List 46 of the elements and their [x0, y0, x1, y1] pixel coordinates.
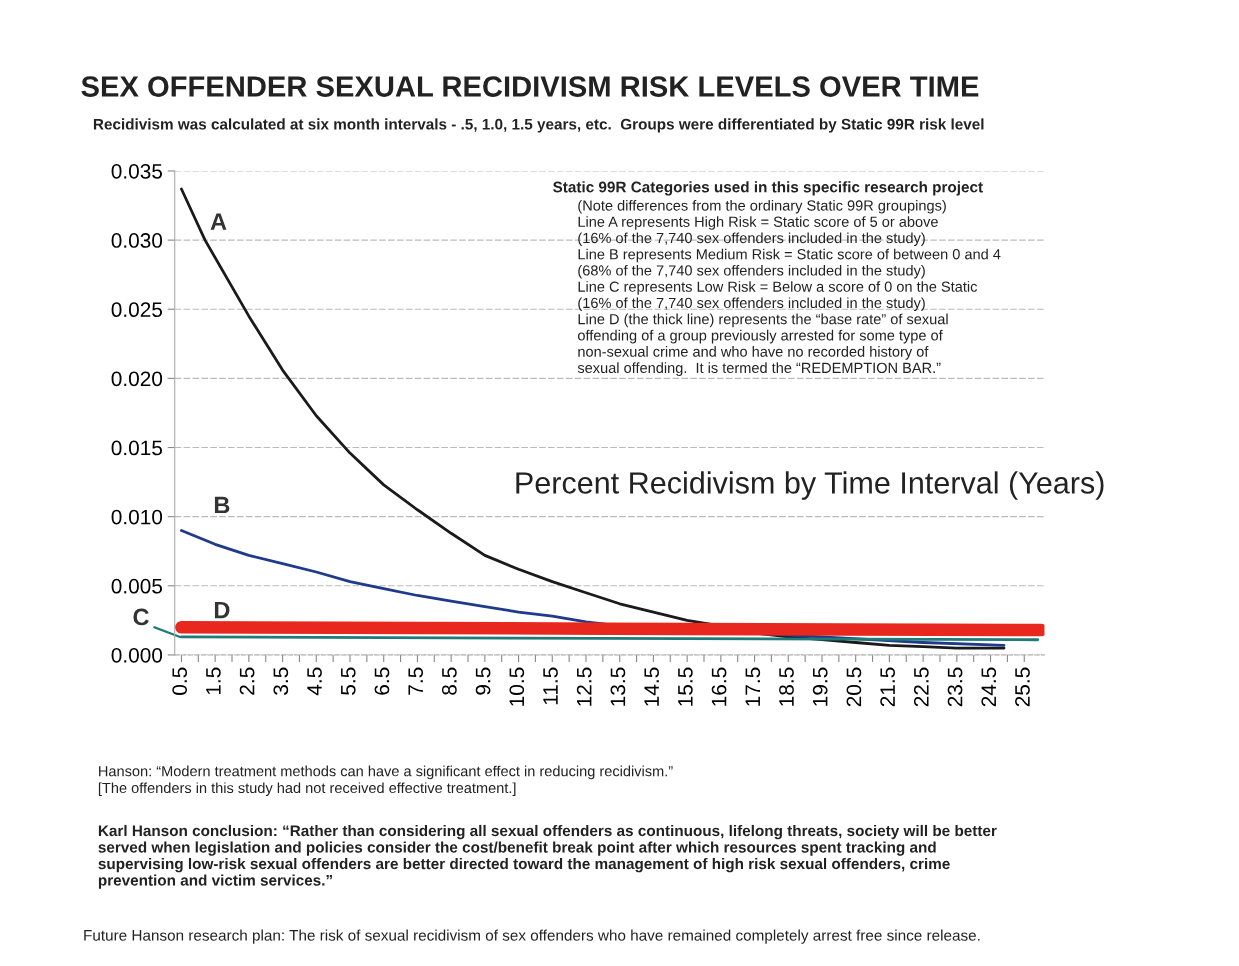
x-tick-label: 25.5: [1015, 667, 1030, 707]
legend-label: C: [133, 608, 149, 626]
x-tick-label: 23.5: [947, 667, 963, 707]
series-label: D: [214, 601, 230, 619]
x-tick-label: 6.5: [374, 667, 390, 695]
x-tick-label: 9.5: [475, 667, 491, 695]
text: Hanson: “Modern treatment methods can have a significant effect in reducing recidivism.” [The offenders in this study had not received effective treatment.]: [98, 765, 673, 796]
y-tick-label: 0.035: [111, 163, 163, 179]
x-tick-label: 10.5: [509, 667, 525, 706]
y-tick-label: 0.030: [111, 233, 163, 248]
x-tick-label: 16.5: [711, 667, 727, 706]
x-tick-label: 5.5: [341, 667, 356, 695]
annotation: Percent Recidivism by Time Interval (Years): [516, 471, 1104, 500]
x-tick-label: 8.5: [441, 667, 457, 695]
x-tick-label: 13.5: [610, 667, 626, 706]
x-tick-label: 2.5: [239, 667, 255, 695]
series-label: A: [210, 213, 227, 230]
x-tick-label: 0.5: [172, 667, 188, 695]
chart-title: SEX OFFENDER SEXUAL RECIDIVISM RISK LEVELS OVER TIME: [81, 76, 979, 97]
y-tick-label: 0.015: [111, 440, 163, 456]
text: Karl Hanson conclusion: “Rather than considering all sexual offenders as continuous, lifelong threats, society will be better served when legislation and policies consider the cost/benefit break point after which resources spent tracking and supervising low-risk sexual offenders are better directed toward the management of high risk sexual offenders, crime prevention and victim services.”: [98, 824, 997, 889]
annotation: Static 99R Categories used in this specific research project: [553, 181, 983, 196]
x-tick-label: 14.5: [644, 667, 660, 706]
x-tick-label: 22.5: [913, 667, 929, 707]
x-tick-label: 17.5: [745, 667, 761, 706]
x-tick-label: 15.5: [678, 667, 693, 706]
x-tick-label: 11.5: [543, 667, 558, 705]
series-label: B: [214, 496, 230, 514]
x-tick-label: 4.5: [307, 667, 322, 696]
y-tick-label: 0.010: [111, 509, 163, 525]
y-tick-label: 0.000: [111, 647, 163, 663]
y-tick-label: 0.005: [111, 578, 163, 594]
x-tick-label: 24.5: [981, 667, 997, 707]
x-tick-label: 20.5: [846, 667, 862, 707]
y-tick-label: 0.025: [111, 302, 163, 318]
x-tick-label: 18.5: [779, 667, 794, 706]
x-tick-label: 12.5: [576, 667, 592, 706]
x-tick-label: 19.5: [812, 667, 828, 706]
y-tick-label: 0.020: [111, 371, 163, 387]
x-tick-label: 1.5: [206, 667, 221, 695]
x-tick-label: 3.5: [273, 667, 289, 695]
chart-subtitle: Recidivism was calculated at six month intervals - .5, 1.0, 1.5 years, etc. Groups were differentiated by Static 99R risk level: [93, 118, 984, 133]
x-tick-label: 7.5: [408, 667, 424, 695]
text: Future Hanson research plan: The risk of sexual recidivism of sex offenders who have remained completely arrest free since release.: [84, 929, 980, 944]
x-tick-label: 21.5: [880, 667, 895, 707]
text: (Note differences from the ordinary Static 99R groupings) Line A represents High Risk = Static score of 5 or above (16% of the 7,740 sex offenders included in the study) Line B represents Medium Risk = Static score of between 0 and 4 (68% of the 7,740 sex offenders included in the study) Line C represents Low Risk = Below a score of 0 on the Static (16% of the 7,740 sex offenders included in the study) Line D (the thick line) represents the “base rate” of sexual offending of a group previously arrested for some type of non-sexual crime and who have no recorded history of sexual offending. It is termed the “REDEMPTION BAR.”: [577, 199, 1001, 376]
